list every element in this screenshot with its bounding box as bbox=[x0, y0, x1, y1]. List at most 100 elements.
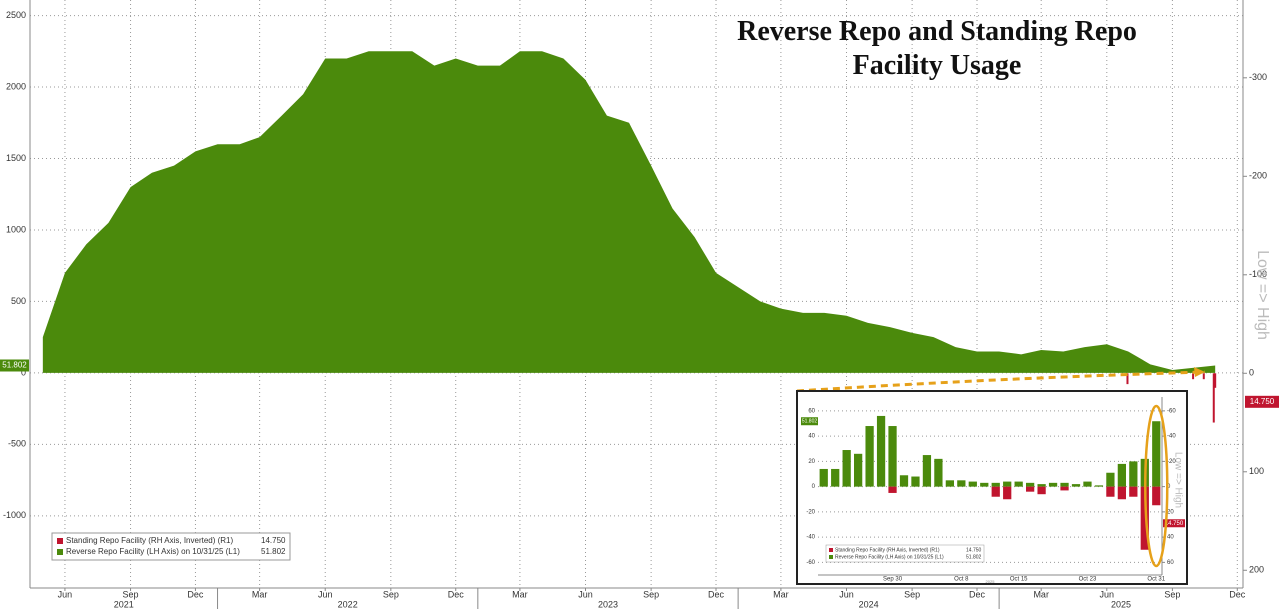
bar bbox=[968, 481, 977, 487]
bar bbox=[1126, 373, 1129, 385]
value-label: 51.802 bbox=[802, 419, 818, 425]
x-tick-label: Mar bbox=[512, 589, 528, 599]
y2-tick-label: 0 bbox=[1249, 368, 1254, 378]
bar bbox=[1060, 482, 1069, 487]
y-tick-label: 0 bbox=[21, 367, 26, 377]
bar bbox=[1037, 484, 1046, 487]
bar bbox=[1026, 486, 1035, 492]
value-label: 14.750 bbox=[1165, 521, 1184, 527]
bar bbox=[888, 486, 897, 493]
bar bbox=[1003, 486, 1012, 500]
bar bbox=[1071, 484, 1081, 487]
bar bbox=[1106, 486, 1115, 497]
value-label-bg bbox=[0, 359, 29, 372]
y2-axis-label: Low => High bbox=[1172, 452, 1183, 508]
bar bbox=[1106, 472, 1115, 487]
y2-axis-label: Low => High bbox=[1254, 250, 1271, 340]
bar bbox=[1212, 373, 1215, 423]
legend-swatch bbox=[57, 538, 63, 544]
bar bbox=[899, 475, 909, 487]
x-tick-label: Mar bbox=[773, 589, 789, 599]
bar bbox=[876, 415, 886, 487]
legend-label: Reverse Repo Facility (LH Axis) on 10/31… bbox=[835, 554, 944, 560]
y2-tick-label: -20 bbox=[1167, 459, 1176, 465]
legend-value: 51.802 bbox=[966, 554, 982, 560]
year-label: 2025 bbox=[1111, 599, 1131, 609]
y2-tick-label: -40 bbox=[1167, 434, 1176, 440]
legend-label: Standing Repo Facility (RH Axis, Inverte… bbox=[66, 536, 234, 545]
x-tick-label: Dec bbox=[708, 589, 725, 599]
bar bbox=[922, 455, 932, 487]
bar bbox=[1026, 482, 1035, 487]
bar bbox=[1152, 486, 1161, 506]
x-tick-label: Jun bbox=[1100, 589, 1115, 599]
value-label-bg bbox=[1245, 395, 1279, 408]
x-tick-label: Mar bbox=[252, 589, 268, 599]
bar bbox=[1060, 486, 1069, 491]
year-label: 2025 bbox=[986, 579, 996, 584]
bar bbox=[1152, 421, 1161, 487]
y2-tick-label: 40 bbox=[1167, 535, 1174, 541]
bar bbox=[1117, 486, 1126, 500]
legend-value: 14.750 bbox=[261, 536, 286, 545]
bar bbox=[911, 476, 920, 487]
bar bbox=[991, 482, 1000, 487]
y-tick-label: 40 bbox=[808, 434, 815, 440]
y2-tick-label: -100 bbox=[1249, 269, 1267, 279]
title-line: Reverse Repo and Standing Repo bbox=[737, 16, 1137, 47]
legend-value: 14.750 bbox=[966, 547, 982, 553]
y-tick-label: -40 bbox=[806, 535, 815, 541]
year-label: 2024 bbox=[859, 599, 879, 609]
bar bbox=[1003, 481, 1012, 487]
x-tick-label: Sep bbox=[1164, 589, 1180, 599]
value-label: 51.802 bbox=[2, 361, 27, 370]
bar bbox=[957, 480, 966, 487]
y2-tick-label: 60 bbox=[1167, 560, 1174, 566]
x-tick-label: Jun bbox=[839, 589, 854, 599]
inset-chart: -60 -40 -20 0 20 40 60 -60 -40 -20 0 20 40 60 Sep 30 Oc… bbox=[796, 390, 1188, 585]
bar bbox=[865, 426, 874, 487]
bar bbox=[842, 450, 851, 487]
legend-box bbox=[51, 532, 291, 561]
x-tick-label: Sep bbox=[383, 589, 399, 599]
y-tick-label: -20 bbox=[806, 509, 815, 515]
x-tick-label: Sep bbox=[643, 589, 659, 599]
title-line: Facility Usage bbox=[853, 50, 1022, 81]
x-tick-label: Sep 30 bbox=[883, 577, 903, 583]
y2-tick-label: -60 bbox=[1167, 408, 1176, 414]
year-label: 2022 bbox=[338, 599, 358, 609]
y2-tick-label: 20 bbox=[1167, 509, 1174, 515]
year-label: 2021 bbox=[114, 599, 134, 609]
bar bbox=[1117, 463, 1126, 487]
highlight-ellipse bbox=[1144, 404, 1169, 568]
bar bbox=[1083, 481, 1092, 487]
bar bbox=[831, 468, 840, 487]
callout-arrow bbox=[796, 370, 1206, 393]
bar bbox=[945, 480, 954, 487]
x-tick-label: Jun bbox=[578, 589, 593, 599]
y-tick-label: -500 bbox=[8, 439, 26, 449]
y-tick-label: -60 bbox=[806, 560, 815, 566]
x-tick-label: Mar bbox=[1033, 589, 1049, 599]
bar bbox=[888, 426, 897, 487]
legend-value: 51.802 bbox=[261, 547, 286, 556]
legend-swatch bbox=[57, 549, 63, 555]
legend-label: Standing Repo Facility (RH Axis, Inverte… bbox=[835, 547, 940, 553]
x-tick-label: Dec bbox=[448, 589, 465, 599]
y-tick-label: 0 bbox=[812, 484, 816, 490]
bar bbox=[980, 482, 989, 487]
y2-tick-label: -200 bbox=[1249, 171, 1267, 181]
y2-tick-label: -300 bbox=[1249, 72, 1267, 82]
x-tick-label: Jun bbox=[58, 589, 73, 599]
x-tick-label: Oct 8 bbox=[954, 577, 969, 583]
y-tick-label: 1000 bbox=[6, 224, 26, 234]
y2-tick-label: 200 bbox=[1249, 565, 1264, 575]
legend-label: Reverse Repo Facility (LH Axis) on 10/31… bbox=[66, 547, 240, 556]
bar bbox=[819, 468, 828, 487]
year-label: 2023 bbox=[598, 599, 618, 609]
x-tick-label: Dec bbox=[969, 589, 986, 599]
bar bbox=[991, 486, 1000, 497]
x-tick-label: Oct 15 bbox=[1010, 577, 1028, 583]
